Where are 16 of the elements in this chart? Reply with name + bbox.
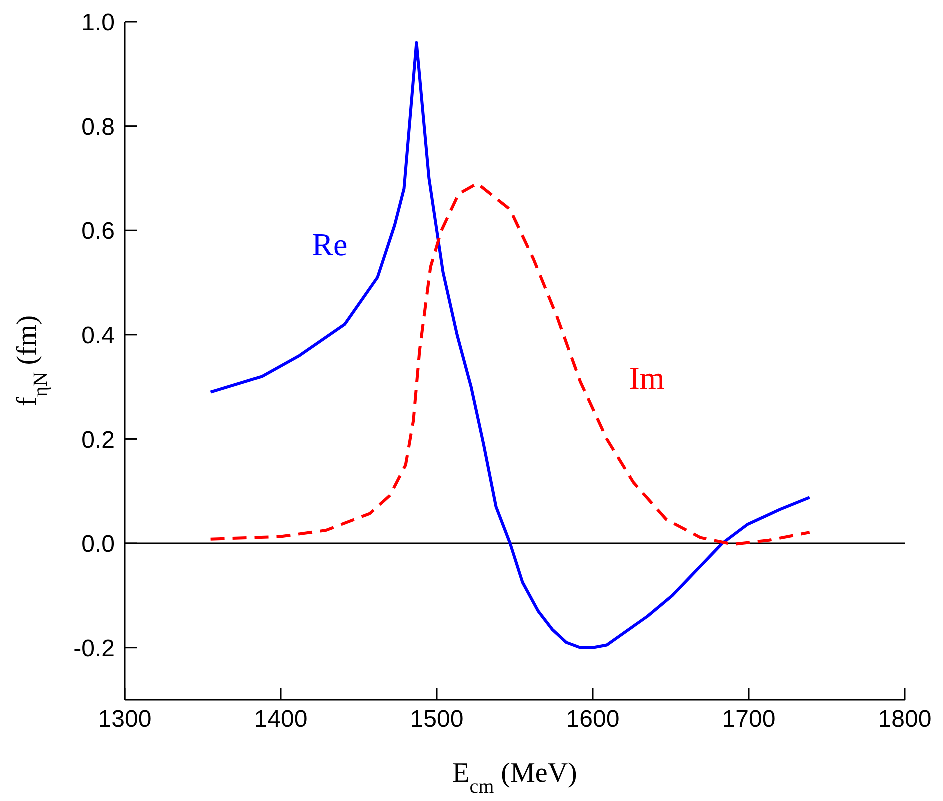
x-tick-label: 1600	[566, 706, 620, 734]
y-tick-label: 0.0	[82, 531, 115, 558]
y-tick-label: 1.0	[82, 10, 115, 37]
x-axis-title: E$_{cm}$ (MeV)	[452, 758, 578, 798]
x-tick-label: 1800	[878, 706, 932, 734]
x-tick-label: 1300	[98, 706, 152, 734]
x-tick-label: 1700	[722, 706, 776, 734]
series-label: Re	[312, 226, 348, 262]
y-tick-label: 0.2	[82, 426, 115, 454]
x-tick-label: 1500	[410, 706, 464, 734]
x-tick-label: 1400	[254, 706, 308, 734]
y-tick-label: -0.2	[74, 635, 115, 662]
series-label: Im	[629, 360, 665, 396]
y-tick-label: 0.4	[82, 322, 115, 350]
y-tick-label: 0.6	[82, 218, 115, 246]
y-tick-label: 0.8	[82, 114, 115, 141]
